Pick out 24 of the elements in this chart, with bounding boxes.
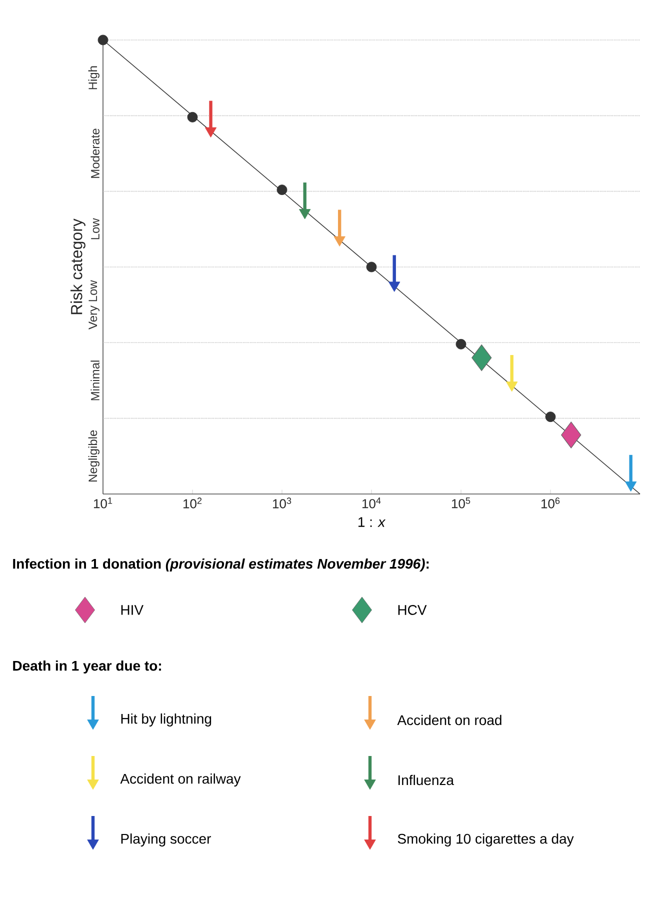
x-tick-label: 10$^{1}$ (94, 498, 112, 508)
legend-label: Smoking 10 cigarettes a day (398, 833, 574, 847)
category-label: Moderate (90, 128, 100, 178)
text: Death in 1 year due to: (13, 660, 161, 674)
y-axis-title: Risk category (70, 218, 86, 314)
x-tick-label: 10$^{5}$ (452, 498, 470, 508)
category-label: Minimal (90, 360, 100, 400)
legend-label: Accident on railway (120, 773, 241, 787)
legend-title: Infection in 1 donation (provisional estimates November 1996): (13, 558, 429, 572)
category-label: Negligible (88, 430, 100, 482)
x-tick-label: 10$^{2}$ (183, 498, 202, 508)
x-tick-label: 10$^{3}$ (272, 498, 292, 508)
legend-label: HIV (121, 605, 144, 615)
legend-label: Influenza (398, 774, 454, 786)
x-tick-label: 10$^{6}$ (541, 498, 560, 508)
legend-label: Hit by lightning (121, 713, 212, 727)
category-label: Very Low (88, 280, 100, 330)
legend-label: Playing soccer (121, 833, 211, 847)
legend-label: Accident on road (397, 714, 502, 726)
category-label: High (88, 66, 100, 90)
category-label: Low (91, 218, 100, 240)
x-axis-title: 1 : x (358, 517, 386, 527)
x-tick-label: 10$^{4}$ (362, 498, 381, 508)
legend-label: HCV (398, 605, 427, 615)
